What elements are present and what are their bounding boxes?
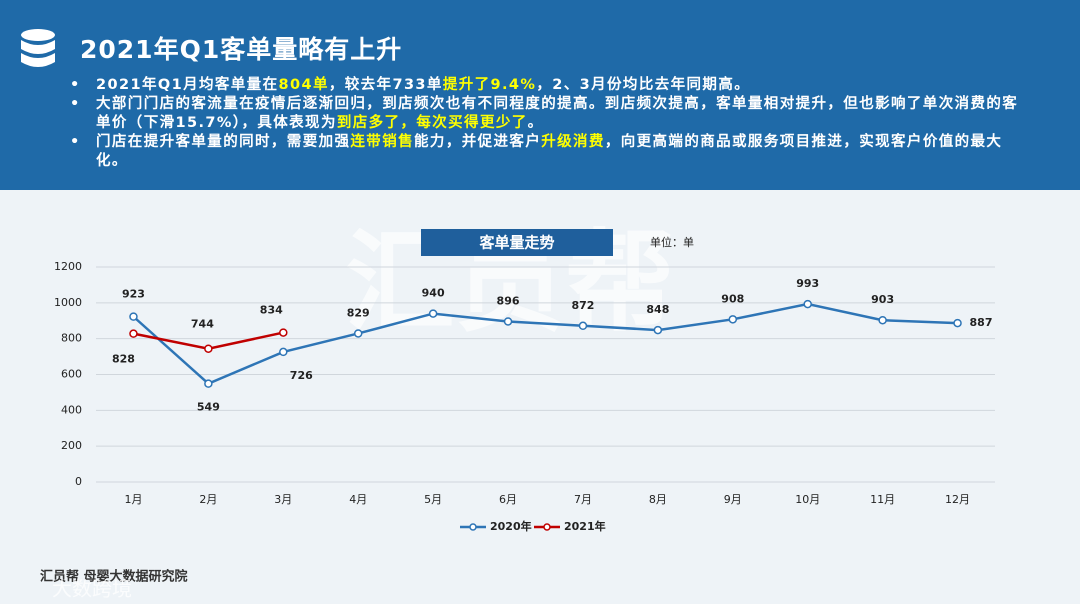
data-point: [878, 315, 887, 325]
data-label: 887: [970, 316, 993, 329]
legend-marker: [543, 523, 551, 531]
data-point: [653, 325, 663, 335]
header-banner: 2021年Q1客单量略有上升 2021年Q1月均客单量在804单，较去年733单…: [0, 0, 1080, 190]
x-tick-label: 8月: [649, 493, 667, 506]
x-tick-label: 11月: [870, 493, 895, 506]
chart-title: 客单量走势: [478, 234, 554, 252]
database-icon: [21, 29, 55, 67]
slide-title: 2021年Q1客单量略有上升: [80, 35, 403, 64]
data-point: [578, 321, 588, 331]
data-point: [503, 317, 513, 326]
overlay-text: 大数跨境: [52, 577, 132, 601]
data-point: [803, 299, 812, 309]
data-label: 993: [796, 277, 819, 290]
x-tick-label: 3月: [274, 493, 292, 506]
data-point: [428, 309, 438, 318]
data-point: [204, 379, 213, 388]
unit-label: 单位：单: [650, 235, 694, 249]
bullet-text: ，较去年733单: [328, 77, 443, 93]
footer: 汇员帮 母婴大数据研究院: [40, 569, 188, 585]
bullet: 2021年Q1月均客单量在804单，较去年733单提升了9.4%，2、3月份均比…: [68, 76, 1028, 95]
highlight-text: 升级消费: [541, 134, 605, 150]
y-tick-label: 800: [61, 332, 82, 345]
data-point: [129, 329, 138, 338]
data-label: 726: [290, 369, 313, 382]
data-point: [129, 312, 138, 321]
data-label: 829: [347, 306, 370, 319]
bullet-text: 能力，并促进客户: [414, 134, 542, 150]
x-tick-label: 10月: [795, 493, 820, 506]
bullet: 门店在提升客单量的同时，需要加强连带销售能力，并促进客户升级消费，向更高端的商品…: [68, 133, 1028, 171]
data-label: 896: [497, 294, 520, 307]
data-point: [279, 328, 288, 337]
highlight-text: 提升了9.4%: [442, 77, 537, 93]
y-tick-label: 400: [61, 403, 82, 416]
x-tick-label: 2月: [199, 493, 217, 506]
bullet-text: ，2、3月份均比去年同期高。: [536, 77, 751, 93]
x-tick-label: 12月: [945, 493, 970, 506]
y-tick-label: 1200: [54, 260, 82, 273]
y-tick-label: 1000: [54, 296, 82, 309]
data-point: [279, 347, 288, 357]
bullet: 大部门门店的客流量在疫情后逐渐回归，到店频次也有不同程度的提高。到店频次提高，客…: [68, 95, 1028, 133]
y-tick-label: 600: [61, 368, 82, 381]
data-point: [204, 344, 213, 353]
data-label: 744: [191, 318, 214, 331]
data-label: 834: [260, 304, 283, 317]
data-label: 908: [721, 292, 744, 305]
highlight-text: 804单: [278, 77, 329, 93]
highlight-text: 连带销售: [350, 134, 415, 150]
bullet-text: 2021年Q1月均客单量在: [96, 77, 279, 93]
data-label: 903: [871, 293, 894, 306]
bullet-text: 门店在提升客单量的同时，需要加强: [96, 134, 351, 150]
y-tick-label: 0: [75, 475, 82, 488]
x-tick-label: 5月: [424, 493, 442, 506]
data-label: 848: [646, 303, 669, 316]
bullet-list: 2021年Q1月均客单量在804单，较去年733单提升了9.4%，2、3月份均比…: [68, 76, 1028, 171]
x-tick-label: 1月: [124, 493, 142, 506]
data-point: [728, 315, 738, 324]
bullet-text: 。: [527, 115, 544, 131]
x-tick-label: 6月: [499, 493, 517, 506]
data-point: [953, 318, 962, 328]
chart-title-box: [421, 229, 613, 256]
legend-label: 2020年: [490, 519, 532, 533]
highlight-text: 到店多了，每次买得更少了: [336, 115, 528, 131]
bullet-text: ，向更高端的商品或服务项目推进，实现客户价值的最大化。: [96, 134, 1003, 169]
series-line: [132, 302, 958, 386]
data-label: 549: [197, 401, 220, 414]
legend-marker: [469, 523, 477, 531]
y-tick-label: 200: [61, 439, 82, 452]
data-label: 923: [122, 288, 145, 301]
data-point: [353, 329, 363, 338]
data-label: 828: [112, 353, 135, 366]
x-tick-label: 9月: [724, 493, 742, 506]
x-tick-label: 4月: [349, 493, 367, 506]
x-tick-label: 7月: [574, 493, 592, 506]
legend-label: 2021年: [564, 519, 606, 533]
bullet-text: 大部门门店的客流量在疫情后逐渐回归，到店频次也有不同程度的提高。到店频次提高，客…: [96, 96, 1019, 131]
data-label: 872: [571, 299, 594, 312]
data-label: 940: [422, 287, 445, 300]
